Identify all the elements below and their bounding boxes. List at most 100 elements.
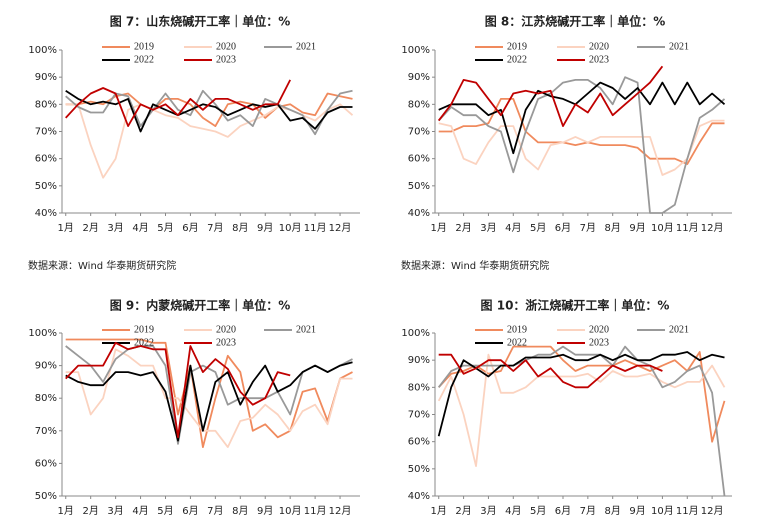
series-line <box>437 345 726 497</box>
x-tick-label: 2月 <box>82 222 98 234</box>
x-tick-label: 2月 <box>82 505 98 517</box>
legend-label: 2023 <box>216 54 236 65</box>
series-line <box>65 345 353 445</box>
x-tick-label: 4月 <box>505 505 521 517</box>
x-tick-label: 5月 <box>530 222 546 234</box>
legend-label: 2020 <box>589 324 609 335</box>
y-tick-label: 80% <box>408 99 430 110</box>
legend-label: 2019 <box>134 41 154 52</box>
chart-title: 图 10：浙江烧碱开工率｜单位：% <box>481 298 670 313</box>
x-tick-label: 7月 <box>207 505 223 517</box>
series-line <box>437 353 726 467</box>
x-tick-label: 4月 <box>505 222 521 234</box>
series-line <box>65 90 353 133</box>
x-tick-label: 3月 <box>480 505 496 517</box>
series-line <box>65 338 353 448</box>
x-tick-label: 6月 <box>182 505 198 517</box>
y-tick-label: 90% <box>408 355 430 366</box>
chart-title: 图 9：内蒙烧碱开工率｜单位：% <box>110 298 291 313</box>
x-tick-label: 8月 <box>605 222 621 234</box>
chart: 图 10：浙江烧碱开工率｜单位：% 40% 50% 60% 70% 80% 90% 100% 1… <box>401 298 732 517</box>
legend-label: 2019 <box>507 324 527 335</box>
series-line <box>438 76 726 214</box>
x-tick-label: 9月 <box>257 222 273 234</box>
series-line <box>437 351 725 437</box>
x-tick-label: 8月 <box>232 505 248 517</box>
y-tick-label: 50% <box>408 464 430 475</box>
x-tick-label: 6月 <box>555 222 571 234</box>
y-tick-label: 70% <box>35 127 57 138</box>
legend-label: 2022 <box>134 54 154 65</box>
x-tick-label: 1月 <box>431 222 447 234</box>
series-line <box>65 348 353 448</box>
x-tick-label: 10月 <box>279 505 302 517</box>
series-line <box>65 79 292 127</box>
series-line <box>65 341 291 439</box>
x-tick-label: 5月 <box>157 505 173 517</box>
x-tick-label: 7月 <box>580 222 596 234</box>
y-tick-label: 80% <box>35 99 57 110</box>
x-tick-label: 5月 <box>530 505 546 517</box>
source-note: 数据来源：Wind 华泰期货研究院 <box>401 259 549 272</box>
y-tick-label: 90% <box>35 361 57 372</box>
legend-label: 2023 <box>216 337 236 348</box>
x-tick-label: 12月 <box>329 505 352 517</box>
series-line <box>438 353 663 389</box>
x-tick-label: 8月 <box>605 505 621 517</box>
legend-label: 2022 <box>134 337 154 348</box>
x-tick-label: 10月 <box>651 222 674 234</box>
x-tick-label: 10月 <box>651 505 674 517</box>
x-tick-label: 9月 <box>257 505 273 517</box>
y-tick-label: 90% <box>35 72 57 83</box>
x-tick-label: 7月 <box>207 222 223 234</box>
x-tick-label: 8月 <box>232 222 248 234</box>
x-tick-label: 6月 <box>555 505 571 517</box>
x-tick-label: 4月 <box>132 505 148 517</box>
x-tick-label: 11月 <box>304 222 327 234</box>
x-tick-label: 12月 <box>701 505 724 517</box>
legend-label: 2023 <box>589 54 609 65</box>
x-tick-label: 12月 <box>329 222 352 234</box>
legend-label: 2019 <box>507 41 527 52</box>
y-tick-label: 60% <box>35 154 57 165</box>
x-tick-label: 11月 <box>676 505 699 517</box>
x-tick-label: 2月 <box>455 222 471 234</box>
source-note: 数据来源：Wind 华泰期货研究院 <box>28 259 176 272</box>
x-tick-label: 12月 <box>701 222 724 234</box>
y-tick-label: 100% <box>401 328 430 339</box>
x-tick-label: 9月 <box>629 505 645 517</box>
y-tick-label: 50% <box>408 181 430 192</box>
legend-label: 2023 <box>589 337 609 348</box>
legend-label: 2021 <box>296 324 316 335</box>
x-tick-label: 2月 <box>455 505 471 517</box>
y-tick-label: 90% <box>408 72 430 83</box>
chart: 图 8：江苏烧碱开工率｜单位：% 数据来源：Wind 华泰期货研究院 40% 50% 6… <box>401 14 732 272</box>
x-tick-label: 6月 <box>182 222 198 234</box>
series-line <box>438 119 725 176</box>
x-tick-label: 1月 <box>58 505 74 517</box>
x-tick-label: 5月 <box>157 222 173 234</box>
x-tick-label: 11月 <box>676 222 699 234</box>
legend-label: 2019 <box>134 324 154 335</box>
series-line <box>65 103 354 179</box>
legend-label: 2020 <box>589 41 609 52</box>
chart: 图 7：山东烧碱开工率｜单位：% 数据来源：Wind 华泰期货研究院 40% 50% 6… <box>28 14 360 272</box>
legend-label: 2020 <box>216 41 236 52</box>
y-tick-label: 40% <box>35 208 57 219</box>
x-tick-label: 1月 <box>431 505 447 517</box>
chart: 图 9：内蒙烧碱开工率｜单位：% 50% 60% 70% 80% 90% 100% 1月 2月 3… <box>28 298 360 517</box>
y-tick-label: 60% <box>408 154 430 165</box>
legend-label: 2020 <box>216 324 236 335</box>
y-tick-label: 40% <box>408 491 430 502</box>
y-tick-label: 80% <box>408 382 430 393</box>
y-tick-label: 70% <box>408 410 430 421</box>
series-line <box>65 361 353 442</box>
legend-label: 2021 <box>669 41 689 52</box>
legend-label: 2022 <box>507 337 527 348</box>
chart-title: 图 7：山东烧碱开工率｜单位：% <box>110 14 291 29</box>
y-tick-label: 70% <box>35 426 57 437</box>
y-tick-label: 70% <box>408 127 430 138</box>
x-tick-label: 3月 <box>107 505 123 517</box>
y-tick-label: 80% <box>35 393 57 404</box>
